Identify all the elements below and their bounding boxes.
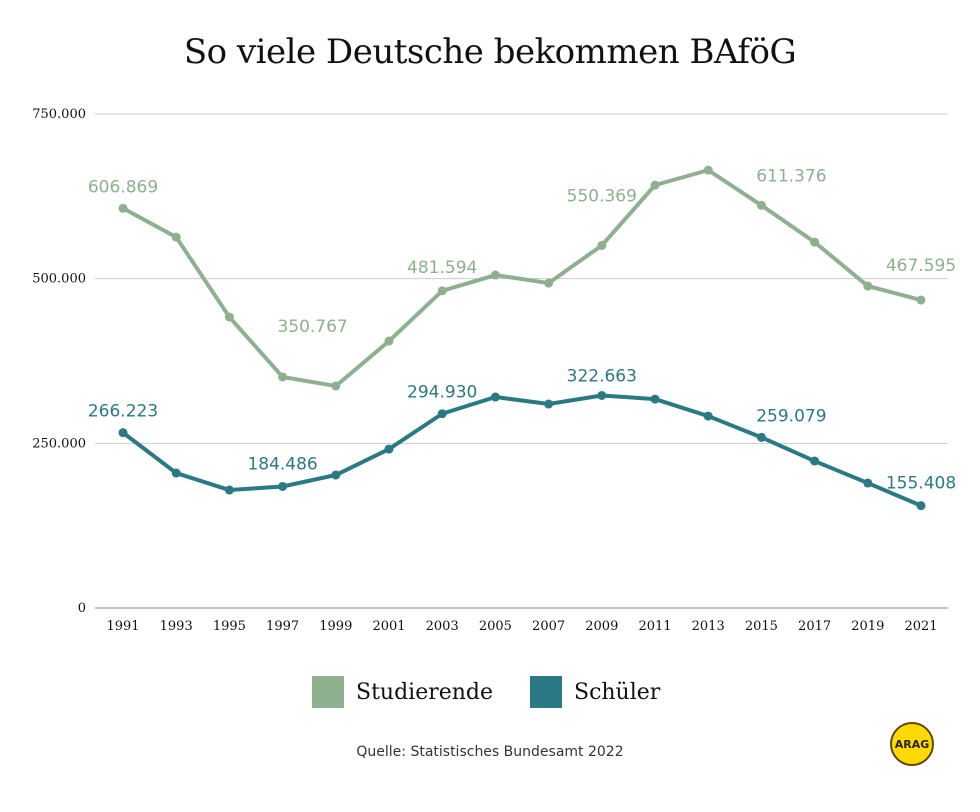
x-tick-label: 2007 (532, 619, 565, 634)
x-tick-label: 2015 (745, 619, 778, 634)
data-label: 259.079 (756, 406, 826, 426)
data-label: 550.369 (567, 186, 637, 206)
x-tick-label: 2003 (426, 619, 459, 634)
x-tick-label: 2019 (851, 619, 884, 634)
y-tick-label: 500.000 (32, 272, 86, 287)
data-point (331, 470, 341, 480)
data-point (224, 312, 234, 322)
data-point (171, 468, 181, 478)
data-point (544, 278, 554, 288)
data-point (916, 501, 926, 511)
x-tick-label: 1995 (213, 619, 246, 634)
x-tick-label: 1997 (266, 619, 299, 634)
data-point (437, 409, 447, 419)
x-tick-label: 2011 (638, 619, 671, 634)
y-tick-label: 250.000 (32, 436, 86, 451)
data-point (384, 444, 394, 454)
series-line-studierende (122, 168, 922, 389)
chart-title: So viele Deutsche bekommen BAföG (183, 32, 797, 72)
data-label: 155.408 (886, 474, 956, 494)
x-tick-label: 1991 (106, 619, 139, 634)
data-point (597, 390, 607, 400)
line-chart: 0 250.000 500.000 750.000 1991 1993 1995 1997 19… (32, 107, 956, 634)
data-label: 606.869 (88, 177, 158, 197)
data-label: 322.663 (567, 366, 637, 386)
legend-label: Schüler (574, 679, 661, 705)
legend-item-studierende: Studierende (312, 676, 493, 708)
data-label: 184.486 (247, 454, 317, 474)
x-tick-label: 2013 (692, 619, 725, 634)
data-point (118, 428, 128, 438)
x-tick-label: 2021 (904, 619, 937, 634)
legend-label: Studierende (356, 679, 494, 705)
x-tick-label: 2017 (798, 619, 831, 634)
data-point (278, 481, 288, 491)
x-tick-label: 2001 (372, 619, 405, 634)
data-label: 350.767 (277, 317, 347, 337)
data-point (490, 392, 500, 402)
data-point (544, 399, 554, 409)
x-tick-label: 2009 (585, 619, 618, 634)
data-label: 266.223 (88, 402, 158, 422)
data-point (597, 240, 607, 250)
data-point (171, 232, 181, 242)
series-line-schueler (121, 393, 922, 508)
data-point (331, 381, 341, 391)
y-tick-label: 750.000 (32, 107, 86, 122)
data-point (437, 286, 447, 296)
data-point (650, 180, 660, 190)
data-point (118, 203, 128, 213)
x-tick-label: 2005 (479, 619, 512, 634)
legend-swatch-schueler (530, 676, 562, 708)
data-point (916, 295, 926, 305)
data-point (810, 456, 820, 466)
data-point (650, 394, 660, 404)
x-tick-label: 1999 (319, 619, 352, 634)
arag-logo: ARAG (890, 722, 934, 766)
legend-swatch-studierende (312, 676, 344, 708)
data-point (224, 485, 234, 495)
data-point (490, 270, 500, 280)
data-point (703, 411, 713, 421)
data-label: 294.930 (407, 383, 477, 403)
legend-item-schueler: Schüler (530, 676, 660, 708)
data-point (756, 200, 766, 210)
data-point (756, 432, 766, 442)
source-note: Quelle: Statistisches Bundesamt 2022 (356, 744, 624, 760)
x-tick-label: 1993 (160, 619, 193, 634)
data-label: 481.594 (407, 258, 477, 278)
data-label: 611.376 (756, 166, 826, 186)
data-point (863, 281, 873, 291)
data-point (278, 372, 288, 382)
data-point (703, 165, 713, 175)
data-label: 467.595 (886, 256, 956, 276)
data-point (810, 237, 820, 247)
y-tick-label: 0 (78, 601, 86, 616)
data-point (863, 478, 873, 488)
data-point (384, 336, 394, 346)
